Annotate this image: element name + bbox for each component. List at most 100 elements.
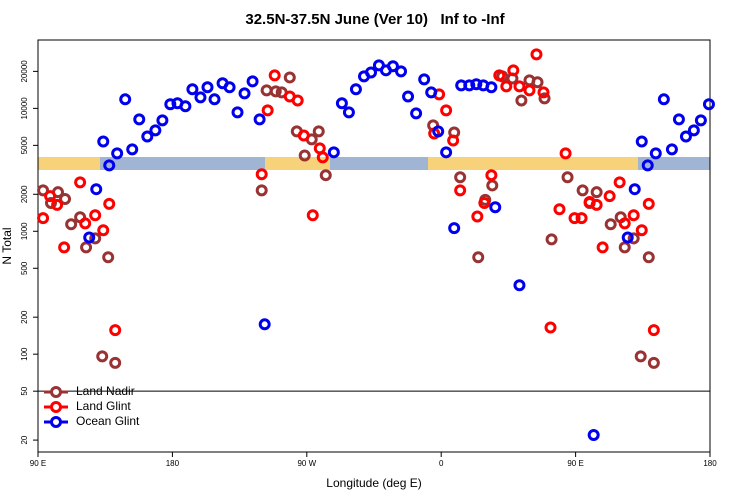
marker — [545, 233, 558, 246]
marker — [513, 80, 526, 93]
marker — [231, 106, 244, 119]
marker — [568, 212, 581, 225]
marker — [642, 251, 655, 264]
marker — [156, 114, 169, 127]
marker — [51, 198, 64, 211]
y-axis-label: N Total — [0, 227, 14, 264]
x-tick-label: 90 W — [297, 459, 316, 468]
marker — [627, 209, 640, 222]
marker — [523, 84, 536, 97]
marker — [489, 201, 502, 214]
land-strip — [265, 157, 330, 170]
marker — [440, 104, 453, 117]
marker — [316, 151, 329, 164]
marker — [97, 135, 110, 148]
marker — [448, 222, 461, 235]
marker — [561, 171, 574, 184]
y-tick-label: 5000 — [20, 136, 29, 154]
y-tick-label: 1000 — [20, 222, 29, 240]
marker — [576, 184, 589, 197]
marker — [194, 91, 207, 104]
x-tick-label: 180 — [166, 459, 180, 468]
marker — [575, 212, 588, 225]
marker — [395, 65, 408, 78]
marker — [500, 80, 513, 93]
marker — [319, 169, 332, 182]
marker — [694, 114, 707, 127]
marker — [246, 75, 259, 88]
marker — [111, 147, 124, 160]
marker — [544, 321, 557, 334]
land-strip — [38, 157, 100, 170]
marker — [201, 81, 214, 94]
marker — [641, 159, 654, 172]
marker — [485, 81, 498, 94]
legend-marker — [50, 416, 62, 428]
marker — [291, 94, 304, 107]
marker — [208, 93, 221, 106]
marker — [149, 124, 162, 137]
marker — [268, 69, 281, 82]
marker — [628, 183, 641, 196]
marker — [647, 356, 660, 369]
marker — [410, 107, 423, 120]
marker — [37, 184, 50, 197]
marker — [306, 209, 319, 222]
marker — [447, 134, 460, 147]
marker — [102, 251, 115, 264]
marker — [471, 210, 484, 223]
marker — [44, 196, 57, 209]
marker — [255, 168, 268, 181]
y-tick-label: 500 — [20, 261, 29, 275]
marker — [342, 106, 355, 119]
marker — [269, 85, 282, 98]
y-tick-label: 100 — [20, 347, 29, 361]
marker — [365, 66, 378, 79]
marker — [335, 97, 348, 110]
marker — [515, 94, 528, 107]
marker — [642, 197, 655, 210]
marker — [44, 190, 57, 203]
marker — [103, 197, 116, 210]
marker — [472, 251, 485, 264]
marker — [621, 231, 634, 244]
y-tick-label: 10000 — [20, 97, 29, 120]
marker — [470, 78, 483, 91]
marker — [109, 356, 122, 369]
marker — [255, 184, 268, 197]
marker — [702, 98, 715, 111]
marker — [454, 184, 467, 197]
marker — [537, 86, 550, 99]
marker — [531, 76, 544, 89]
marker — [596, 241, 609, 254]
marker — [649, 147, 662, 160]
marker — [386, 60, 399, 73]
marker — [283, 71, 296, 84]
plot-frame — [37, 39, 711, 453]
marker — [89, 209, 102, 222]
marker — [89, 232, 102, 245]
legend-label: Ocean Glint — [76, 414, 140, 428]
marker — [587, 429, 600, 442]
x-tick-label: 90 E — [30, 459, 46, 468]
marker — [37, 212, 50, 225]
marker — [635, 135, 648, 148]
legend-marker — [50, 401, 62, 413]
marker — [65, 218, 78, 231]
marker — [238, 87, 251, 100]
marker — [634, 350, 647, 363]
legend-marker — [50, 386, 62, 398]
marker — [402, 90, 415, 103]
marker — [223, 81, 236, 94]
marker — [83, 231, 96, 244]
marker — [613, 176, 626, 189]
marker — [133, 113, 146, 126]
marker — [349, 83, 362, 96]
y-tick-label: 20000 — [20, 60, 29, 83]
marker — [90, 183, 103, 196]
marker — [440, 146, 453, 159]
marker — [298, 149, 311, 162]
marker — [485, 169, 498, 182]
marker — [109, 324, 122, 337]
marker — [627, 232, 640, 245]
